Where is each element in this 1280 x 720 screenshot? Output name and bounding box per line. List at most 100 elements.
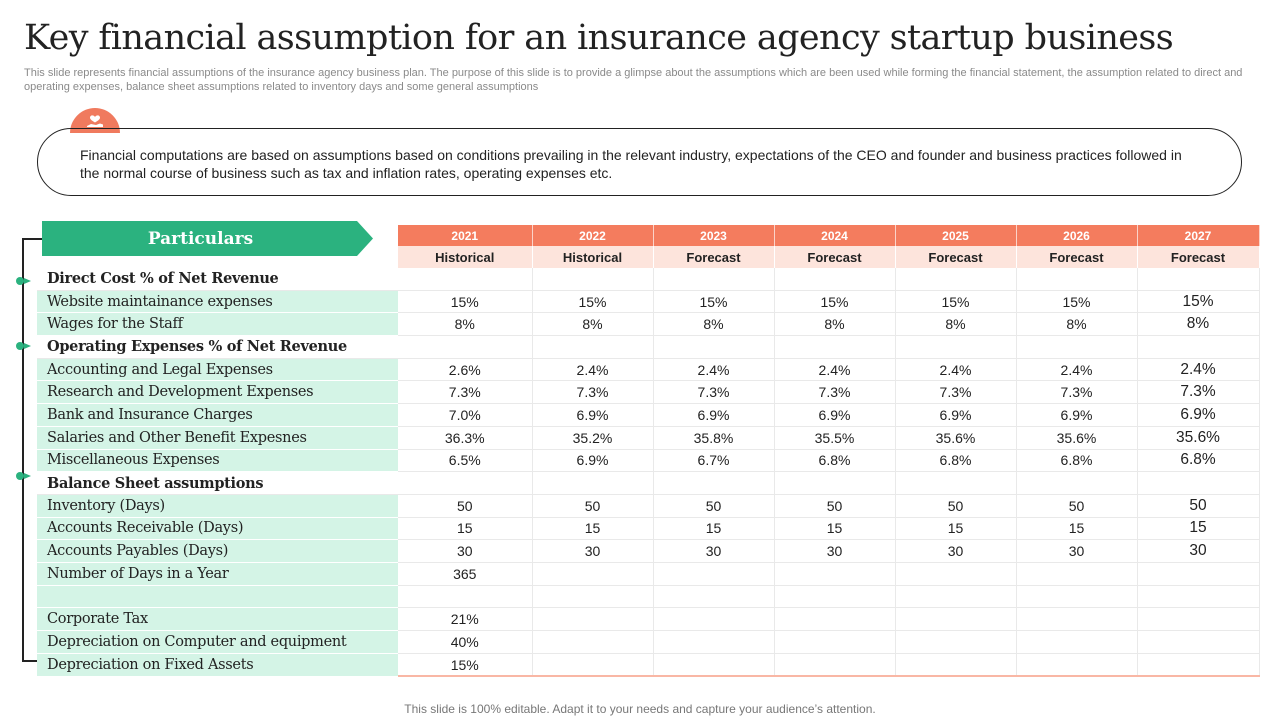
value-cell: 6.9% [774, 403, 896, 427]
table-row: Wages for the Staff 8% 8% 8% 8% 8% 8% 8% [37, 312, 1260, 337]
value-cell [774, 471, 896, 495]
row-label: Bank and Insurance Charges [37, 403, 398, 427]
value-cell [398, 268, 533, 291]
value-cell [653, 335, 775, 359]
section-row: Operating Expenses % of Net Revenue [37, 335, 1260, 359]
value-cell [1137, 471, 1260, 495]
phase-header: Forecast [774, 246, 896, 268]
year-header: 2027 [1137, 225, 1260, 246]
row-label: Website maintainance expenses [37, 290, 398, 314]
value-cell: 50 [895, 494, 1017, 518]
value-cell: 6.9% [532, 403, 654, 427]
value-cell: 15 [774, 517, 896, 541]
row-label: Corporate Tax [37, 607, 398, 631]
value-cell [895, 585, 1017, 609]
value-cell [532, 607, 654, 631]
row-label: Salaries and Other Benefit Expesnes [37, 426, 398, 450]
value-cell [774, 562, 896, 586]
section-marker-balance-sheet [16, 472, 31, 480]
value-cell: 7.3% [653, 380, 775, 405]
year-header-spacer [37, 225, 398, 246]
value-cell: 6.9% [653, 403, 775, 427]
table-row: Accounting and Legal Expenses 2.6% 2.4% 2.4… [37, 358, 1260, 382]
page-subtitle: This slide represents financial assumpti… [24, 67, 1243, 93]
table-row: Inventory (Days) 50 50 50 50 50 50 50 [37, 494, 1260, 518]
value-cell: 30 [774, 539, 896, 563]
value-cell: 2.6% [398, 358, 533, 382]
section-label: Direct Cost % of Net Revenue [37, 268, 398, 291]
value-cell [532, 335, 654, 359]
phase-header: Forecast [653, 246, 775, 268]
phase-header: Forecast [1016, 246, 1138, 268]
value-cell: 50 [1137, 494, 1260, 518]
value-cell [653, 268, 775, 291]
table-row: Miscellaneous Expenses 6.5% 6.9% 6.7% 6.8% 6.… [37, 449, 1260, 473]
year-header-row: 2021 2022 2023 2024 2025 2026 2027 [37, 225, 1260, 246]
value-cell: 40% [398, 630, 533, 654]
value-cell: 6.8% [1137, 449, 1260, 473]
value-cell: 15 [895, 517, 1017, 541]
value-cell [653, 562, 775, 586]
value-cell: 50 [1016, 494, 1138, 518]
section-label: Operating Expenses % of Net Revenue [37, 335, 398, 359]
value-cell: 15% [398, 290, 533, 314]
section-marker-operating-expenses [16, 342, 31, 350]
value-cell [532, 630, 654, 654]
bracket-bottom-tick [22, 660, 40, 662]
value-cell: 2.4% [532, 358, 654, 382]
value-cell [895, 607, 1017, 631]
value-cell [1137, 585, 1260, 609]
value-cell: 15% [895, 290, 1017, 314]
value-cell: 15% [774, 290, 896, 314]
value-cell: 7.3% [532, 380, 654, 405]
phase-header: Forecast [895, 246, 1017, 268]
value-cell [1137, 562, 1260, 586]
value-cell: 2.4% [895, 358, 1017, 382]
value-cell: 7.3% [1016, 380, 1138, 405]
value-cell [1016, 562, 1138, 586]
value-cell: 6.9% [895, 403, 1017, 427]
value-cell [774, 653, 896, 678]
value-cell: 30 [895, 539, 1017, 563]
value-cell [1016, 471, 1138, 495]
value-cell: 6.5% [398, 449, 533, 473]
value-cell: 15% [532, 290, 654, 314]
value-cell: 21% [398, 607, 533, 631]
value-cell [1016, 585, 1138, 609]
value-cell [1016, 268, 1138, 291]
value-cell [532, 268, 654, 291]
value-cell: 365 [398, 562, 533, 586]
value-cell: 7.3% [1137, 380, 1260, 405]
row-label: Depreciation on Computer and equipment [37, 630, 398, 654]
value-cell: 8% [774, 312, 896, 337]
value-cell: 30 [1137, 539, 1260, 563]
value-cell [895, 630, 1017, 654]
value-cell: 2.4% [1137, 358, 1260, 382]
value-cell: 8% [398, 312, 533, 337]
table-row: Bank and Insurance Charges 7.0% 6.9% 6.9% 6.… [37, 403, 1260, 427]
value-cell: 8% [1137, 312, 1260, 337]
value-cell: 8% [895, 312, 1017, 337]
value-cell [895, 562, 1017, 586]
bracket-top-tick [22, 238, 42, 240]
bracket-line [22, 238, 24, 661]
year-header: 2023 [653, 225, 775, 246]
value-cell [653, 630, 775, 654]
value-cell: 2.4% [653, 358, 775, 382]
year-header: 2026 [1016, 225, 1138, 246]
value-cell: 50 [774, 494, 896, 518]
table-row [37, 585, 1260, 609]
value-cell [774, 335, 896, 359]
value-cell: 50 [398, 494, 533, 518]
value-cell [1016, 630, 1138, 654]
table-row: Depreciation on Computer and equipment 40… [37, 630, 1260, 654]
value-cell: 30 [398, 539, 533, 563]
value-cell [532, 653, 654, 678]
phase-header-row: Historical Historical Forecast Forecast Fore… [37, 246, 1260, 268]
value-cell [398, 471, 533, 495]
value-cell: 6.8% [774, 449, 896, 473]
year-header: 2021 [398, 225, 533, 246]
value-cell [653, 653, 775, 678]
row-label: Depreciation on Fixed Assets [37, 653, 398, 677]
value-cell: 15 [532, 517, 654, 541]
